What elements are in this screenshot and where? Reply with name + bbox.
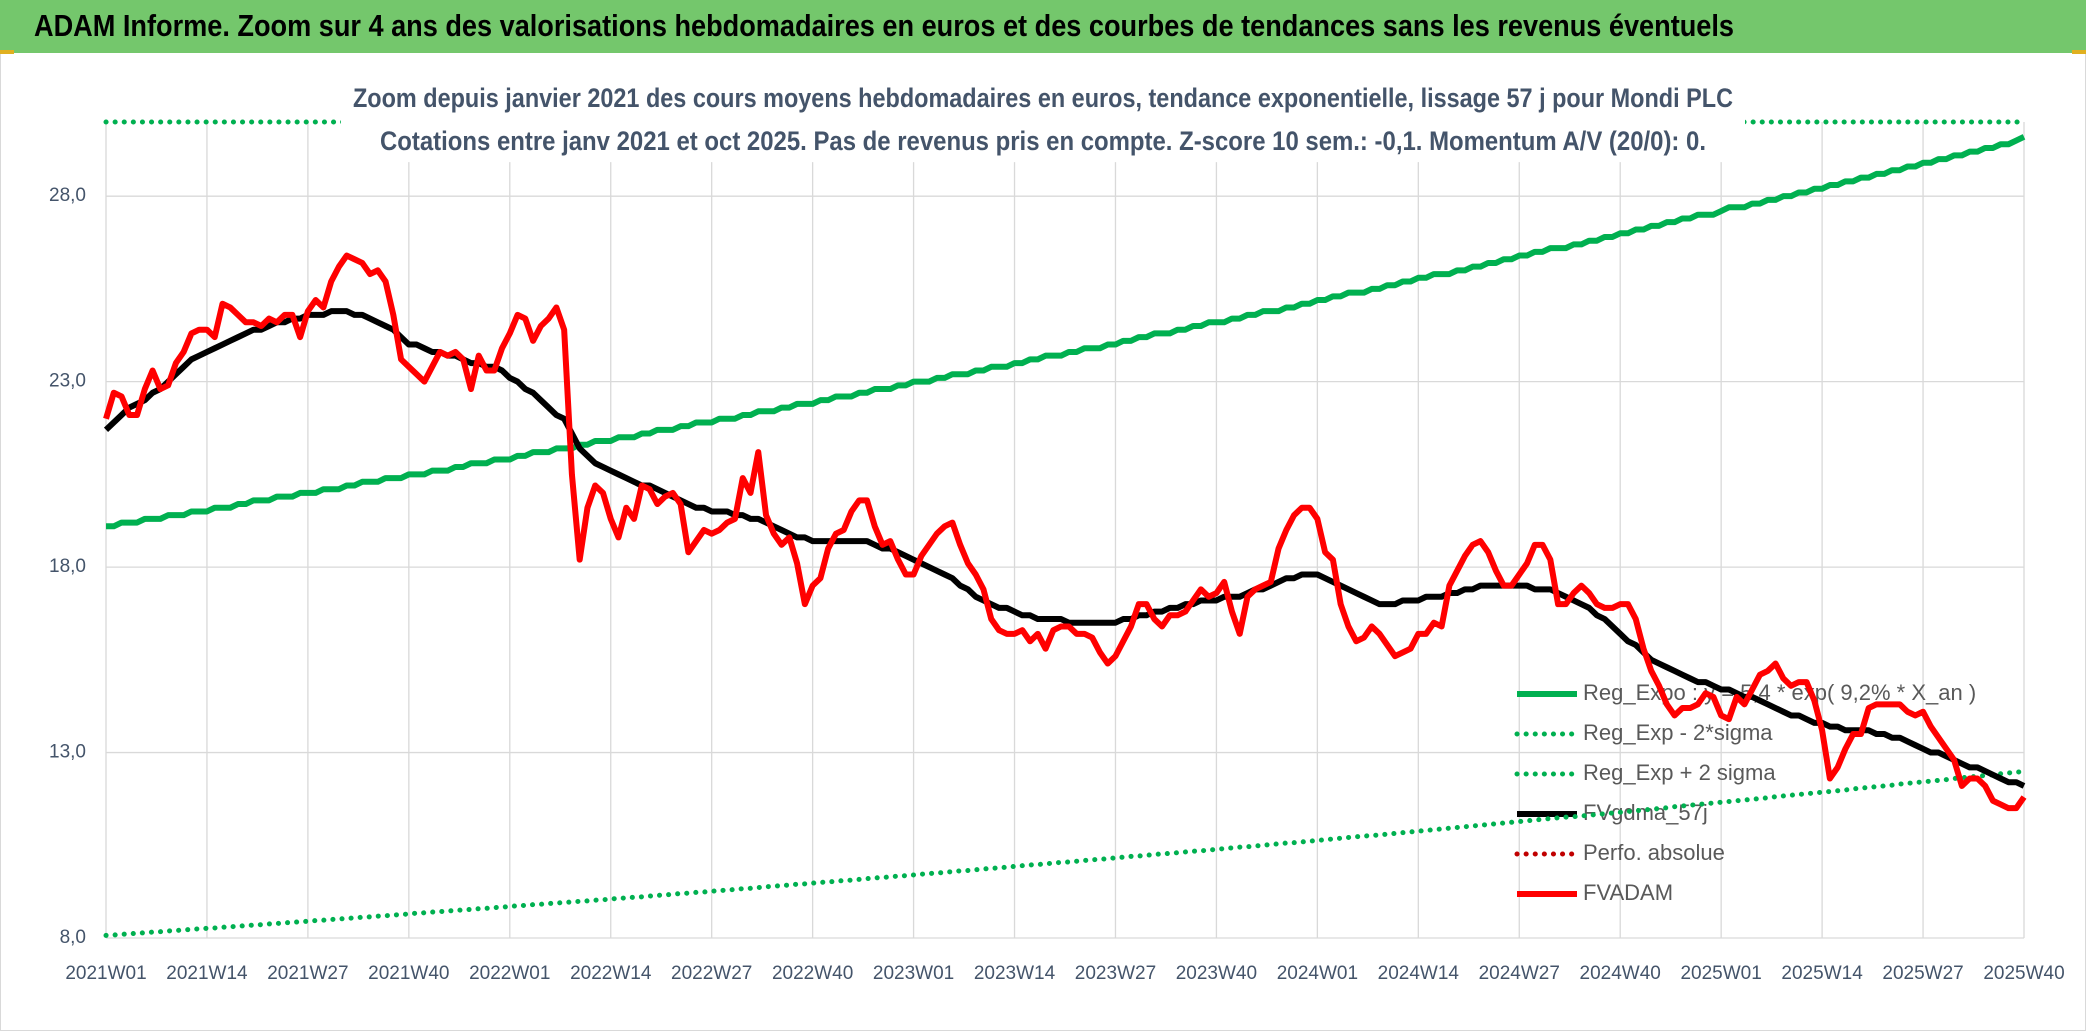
x-tick-label: 2023W14	[974, 963, 1056, 984]
series-line	[106, 134, 2026, 530]
x-tick-label: 2024W27	[1479, 963, 1560, 984]
header-title: ADAM Informe. Zoom sur 4 ans des valoris…	[34, 8, 1734, 43]
grid: 8,0 13,0 18,0 23,0 28,0 2021W01 2021W14 2021W27…	[49, 122, 2065, 984]
x-tick-label: 2022W14	[570, 963, 652, 984]
x-tick-label: 2024W14	[1378, 963, 1460, 984]
x-tick-label: 2022W27	[671, 963, 752, 984]
y-tick-label: 8,0	[60, 927, 86, 948]
x-tick-label: 2024W40	[1580, 963, 1661, 984]
x-tick-label: 2025W01	[1680, 963, 1761, 984]
legend-label: Reg_Exp - 2*sigma	[1583, 720, 1773, 745]
x-tick-label: 2021W14	[166, 963, 248, 984]
y-tick-label: 13,0	[49, 742, 86, 763]
chart-titles: Zoom depuis janvier 2021 des cours moyen…	[341, 77, 1745, 163]
title-background	[341, 77, 1745, 163]
x-tick-label: 2021W40	[368, 963, 449, 984]
x-tick-label: 2021W01	[65, 963, 146, 984]
legend: Reg_Expo : y = 5,4 * exp( 9,2% * X_an ) R…	[1514, 680, 1976, 905]
x-tick-label: 2023W40	[1176, 963, 1257, 984]
x-tick-label: 2023W27	[1075, 963, 1156, 984]
y-tick-label: 18,0	[49, 556, 86, 577]
x-tick-label: 2021W27	[267, 963, 348, 984]
header-accent	[0, 50, 14, 54]
x-tick-label: 2023W01	[873, 963, 954, 984]
y-tick-label: 23,0	[49, 371, 86, 392]
y-tick-label: 28,0	[49, 185, 86, 206]
legend-label: FVADAM	[1583, 880, 1673, 905]
x-tick-label: 2024W01	[1277, 963, 1358, 984]
x-tick-label: 2022W01	[469, 963, 550, 984]
x-tick-label: 2025W27	[1882, 963, 1963, 984]
legend-label: Reg_Exp + 2 sigma	[1583, 760, 1776, 785]
chart-title: Zoom depuis janvier 2021 des cours moyen…	[353, 83, 1733, 113]
x-tick-label: 2022W40	[772, 963, 853, 984]
header-accent	[2072, 50, 2086, 54]
x-tick-label: 2025W14	[1781, 963, 1863, 984]
x-tick-label: 2025W40	[1983, 963, 2064, 984]
series-line	[103, 768, 2027, 938]
legend-label: Reg_Expo : y = 5,4 * exp( 9,2% * X_an )	[1583, 680, 1976, 705]
chart-subtitle: Cotations entre janv 2021 et oct 2025. P…	[380, 126, 1706, 156]
header-bar	[0, 0, 2086, 53]
series-line	[103, 252, 2027, 812]
legend-label: Perfo. absolue	[1583, 840, 1725, 865]
series-line	[103, 308, 2026, 789]
